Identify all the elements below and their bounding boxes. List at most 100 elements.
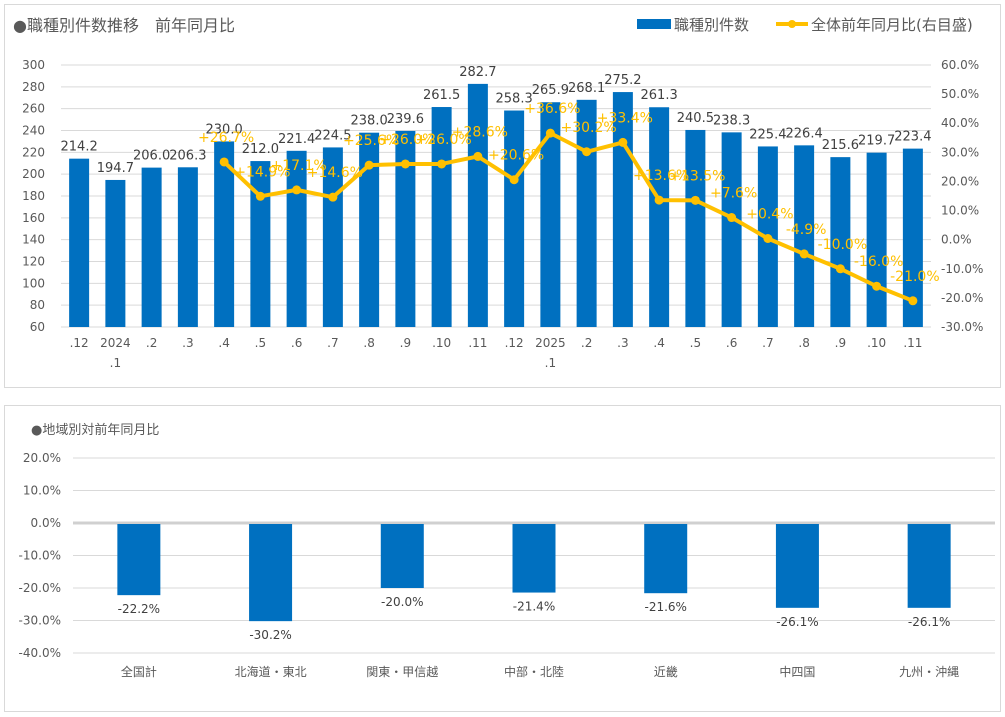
x-tick-label: .9 (400, 336, 411, 350)
chart-title: ●地域別対前年同月比 (31, 422, 159, 438)
y-right-tick-label: 20.0% (941, 174, 979, 188)
bar (576, 99, 597, 328)
legend-line-marker (788, 20, 796, 28)
bar-value-label: 261.3 (641, 88, 678, 103)
yoy-value-label: +26.0% (379, 132, 435, 148)
y-tick-label: 60 (30, 320, 45, 334)
yoy-value-label: +26.0% (416, 132, 472, 148)
yoy-value-label: +33.4% (597, 110, 653, 126)
x-tick-label: .7 (762, 336, 773, 350)
y-tick-label: 120 (22, 255, 45, 269)
yoy-marker (799, 249, 809, 259)
bar (721, 132, 742, 327)
y-tick-label: 300 (22, 58, 45, 72)
y-tick-label: 200 (22, 167, 45, 181)
x-tick-label: .8 (798, 336, 809, 350)
y-tick-label: 0.0% (31, 516, 62, 530)
yoy-marker (292, 185, 302, 195)
legend: 職種別件数 全体前年同月比(右目盛) (637, 16, 973, 34)
bar (250, 161, 271, 327)
y-right-tick-label: 50.0% (941, 87, 979, 101)
x-tick-label: .2 (146, 336, 157, 350)
x-tick-label: .5 (255, 336, 266, 350)
bar (540, 102, 561, 327)
yoy-marker (835, 264, 845, 274)
bar (504, 110, 525, 328)
yoy-value-label: -4.9% (786, 222, 827, 238)
yoy-value-label: +36.6% (524, 101, 580, 117)
x-tick-label: .12 (505, 336, 524, 350)
bar (467, 83, 488, 327)
bar (395, 130, 416, 327)
yoy-line (222, 131, 914, 303)
bar-value-label: 282.7 (459, 65, 496, 80)
yoy-marker (618, 137, 628, 147)
yoy-marker (690, 195, 700, 205)
x-tick-label: 九州・沖縄 (899, 664, 959, 679)
x-tick-label: .10 (867, 336, 886, 350)
y-right-tick-label: -20.0% (941, 291, 983, 305)
legend-label-line: 全体前年同月比(右目盛) (811, 16, 973, 34)
y-tick-label: 80 (30, 298, 45, 312)
bar (69, 158, 90, 327)
y-right-tick-label: -10.0% (941, 262, 983, 276)
yoy-marker (582, 147, 592, 157)
legend-label-bar: 職種別件数 (674, 16, 749, 34)
bar (644, 524, 688, 594)
yoy-value-label: +13.5% (669, 168, 725, 184)
bar-value-label: 261.5 (423, 88, 460, 103)
regional-yoy-chart: ●地域別対前年同月比 20.0% 10.0% 0.0% -10.0% -20.0% -30… (19, 422, 995, 679)
yoy-value-label: -16.0% (854, 254, 904, 270)
y-tick-label: 140 (22, 233, 45, 247)
y-tick-label: 20.0% (23, 451, 61, 465)
y-tick-label: 180 (22, 189, 45, 203)
yoy-marker (545, 128, 555, 138)
bar-value-label: -26.1% (908, 615, 950, 629)
y-tick-label: 280 (22, 80, 45, 94)
x-tick-label: .8 (363, 336, 374, 350)
bar-value-label: 230.0 (206, 122, 243, 137)
bar-value-label: 226.4 (786, 126, 823, 141)
y-tick-label: -30.0% (19, 614, 61, 628)
y-tick-label: 160 (22, 211, 45, 225)
x-tick-label: .3 (182, 336, 193, 350)
bar-value-label: -21.4% (513, 600, 555, 614)
bar (105, 179, 126, 327)
job-type-trend-chart: ●職種別件数推移 前年同月比 職種別件数 全体前年同月比(右目盛) 300 280… (13, 16, 983, 370)
x-tick-label: 近畿 (654, 665, 678, 679)
yoy-marker (872, 281, 882, 291)
bar (214, 141, 235, 327)
job-type-trend-chart-panel: ●職種別件数推移 前年同月比 職種別件数 全体前年同月比(右目盛) 300 280… (4, 4, 1001, 388)
bar (380, 524, 424, 588)
yoy-value-label: +26.7% (198, 130, 254, 146)
bar (177, 167, 198, 327)
x-tick-label: .3 (617, 336, 628, 350)
x-tick-label: .1 (110, 356, 121, 370)
bar-value-label: 268.1 (568, 81, 605, 96)
x-tick-label: .9 (835, 336, 846, 350)
yoy-marker (364, 160, 374, 170)
y-right-tick-label: 0.0% (941, 233, 972, 247)
x-tick-label: 2024 (100, 336, 131, 350)
yoy-marker (437, 159, 447, 169)
x-tick-label: 中部・北陸 (504, 664, 564, 679)
bar (359, 132, 380, 327)
bar-value-label: 214.2 (61, 140, 98, 155)
bar-value-label: 238.0 (351, 114, 388, 129)
bar (907, 524, 951, 608)
y-tick-label: -20.0% (19, 581, 61, 595)
x-tick-label: 2025 (535, 336, 566, 350)
x-tick-label: 北海道・東北 (235, 664, 307, 679)
x-tick-label: 中四国 (779, 664, 815, 679)
bar (902, 148, 923, 327)
y-tick-label: 260 (22, 102, 45, 116)
y-right-tick-label: 30.0% (941, 145, 979, 159)
yoy-value-label: +20.6% (488, 148, 544, 164)
bar (775, 524, 819, 608)
bar-value-label: -20.0% (381, 595, 423, 609)
y-right-tick-label: 40.0% (941, 116, 979, 130)
yoy-value-label: +28.6% (452, 124, 508, 140)
yoy-value-label: +0.4% (746, 207, 793, 223)
y-tick-label: -10.0% (19, 549, 61, 563)
bar-value-label: 206.3 (169, 148, 206, 163)
